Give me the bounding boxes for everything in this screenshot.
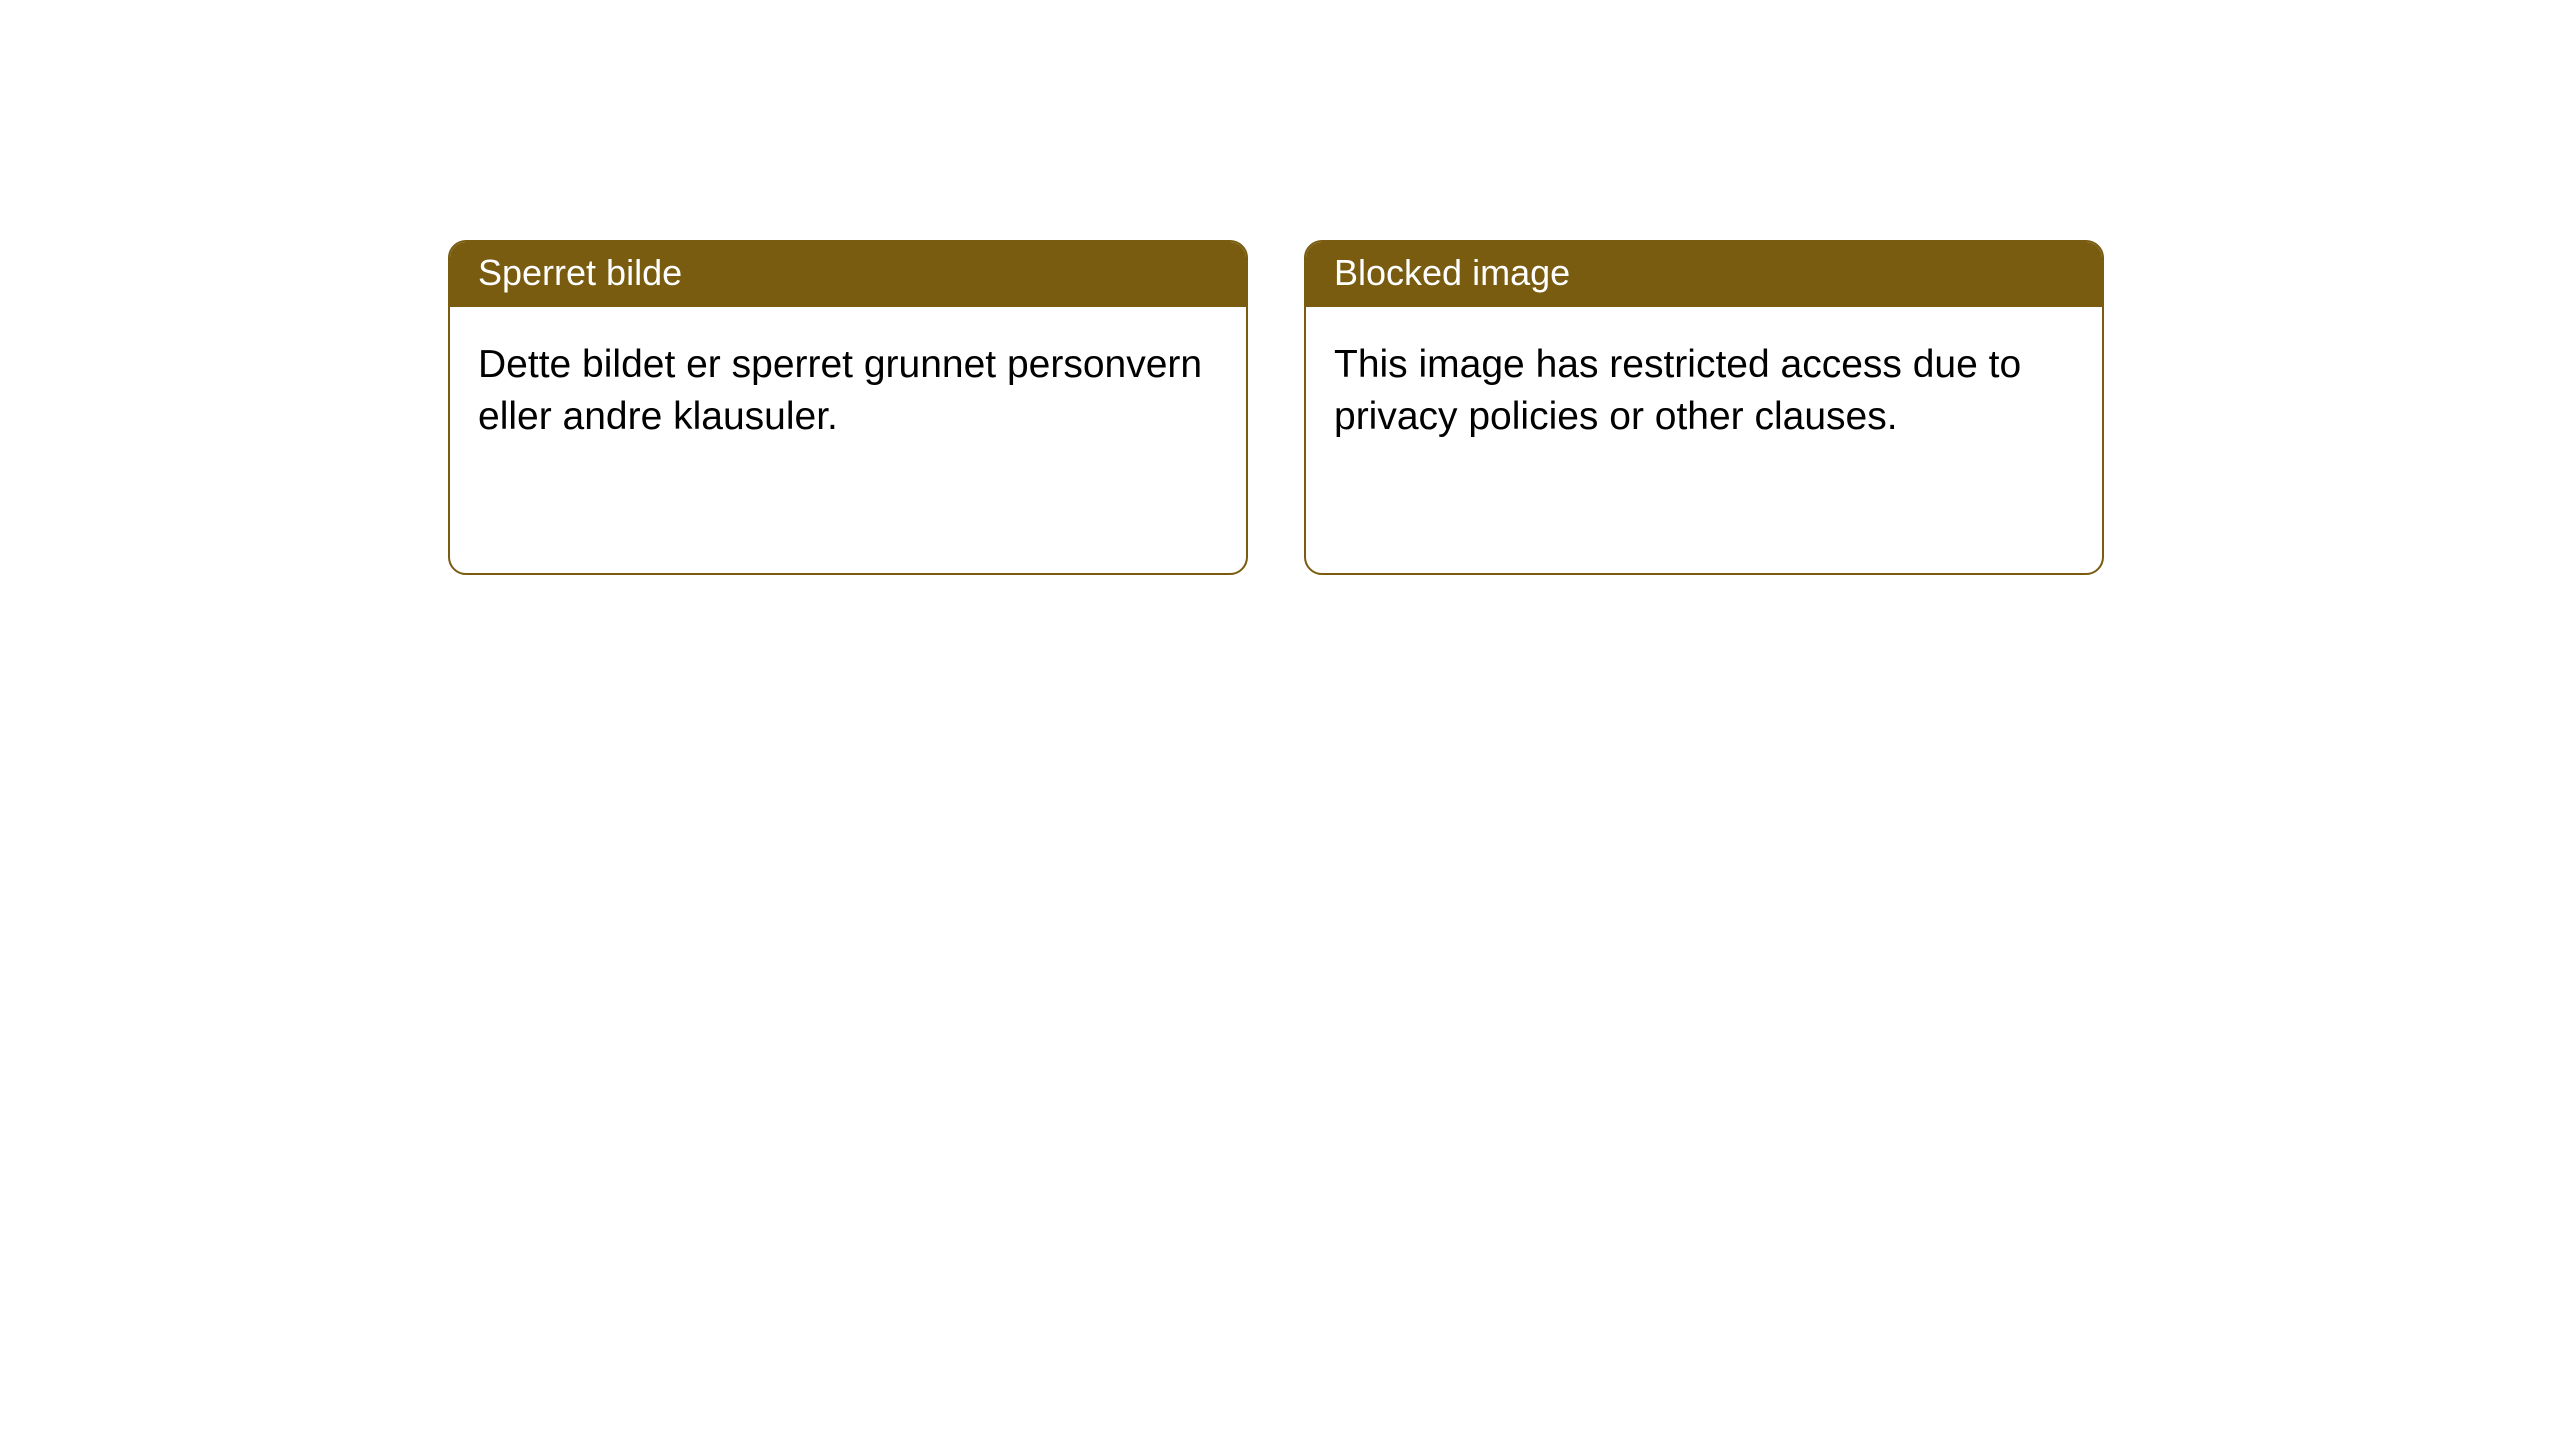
notice-title: Sperret bilde: [450, 242, 1246, 307]
notice-card-norwegian: Sperret bilde Dette bildet er sperret gr…: [448, 240, 1248, 575]
notice-body: This image has restricted access due to …: [1306, 307, 2102, 476]
notice-title: Blocked image: [1306, 242, 2102, 307]
notice-body: Dette bildet er sperret grunnet personve…: [450, 307, 1246, 476]
notice-card-english: Blocked image This image has restricted …: [1304, 240, 2104, 575]
notice-container: Sperret bilde Dette bildet er sperret gr…: [448, 240, 2104, 575]
